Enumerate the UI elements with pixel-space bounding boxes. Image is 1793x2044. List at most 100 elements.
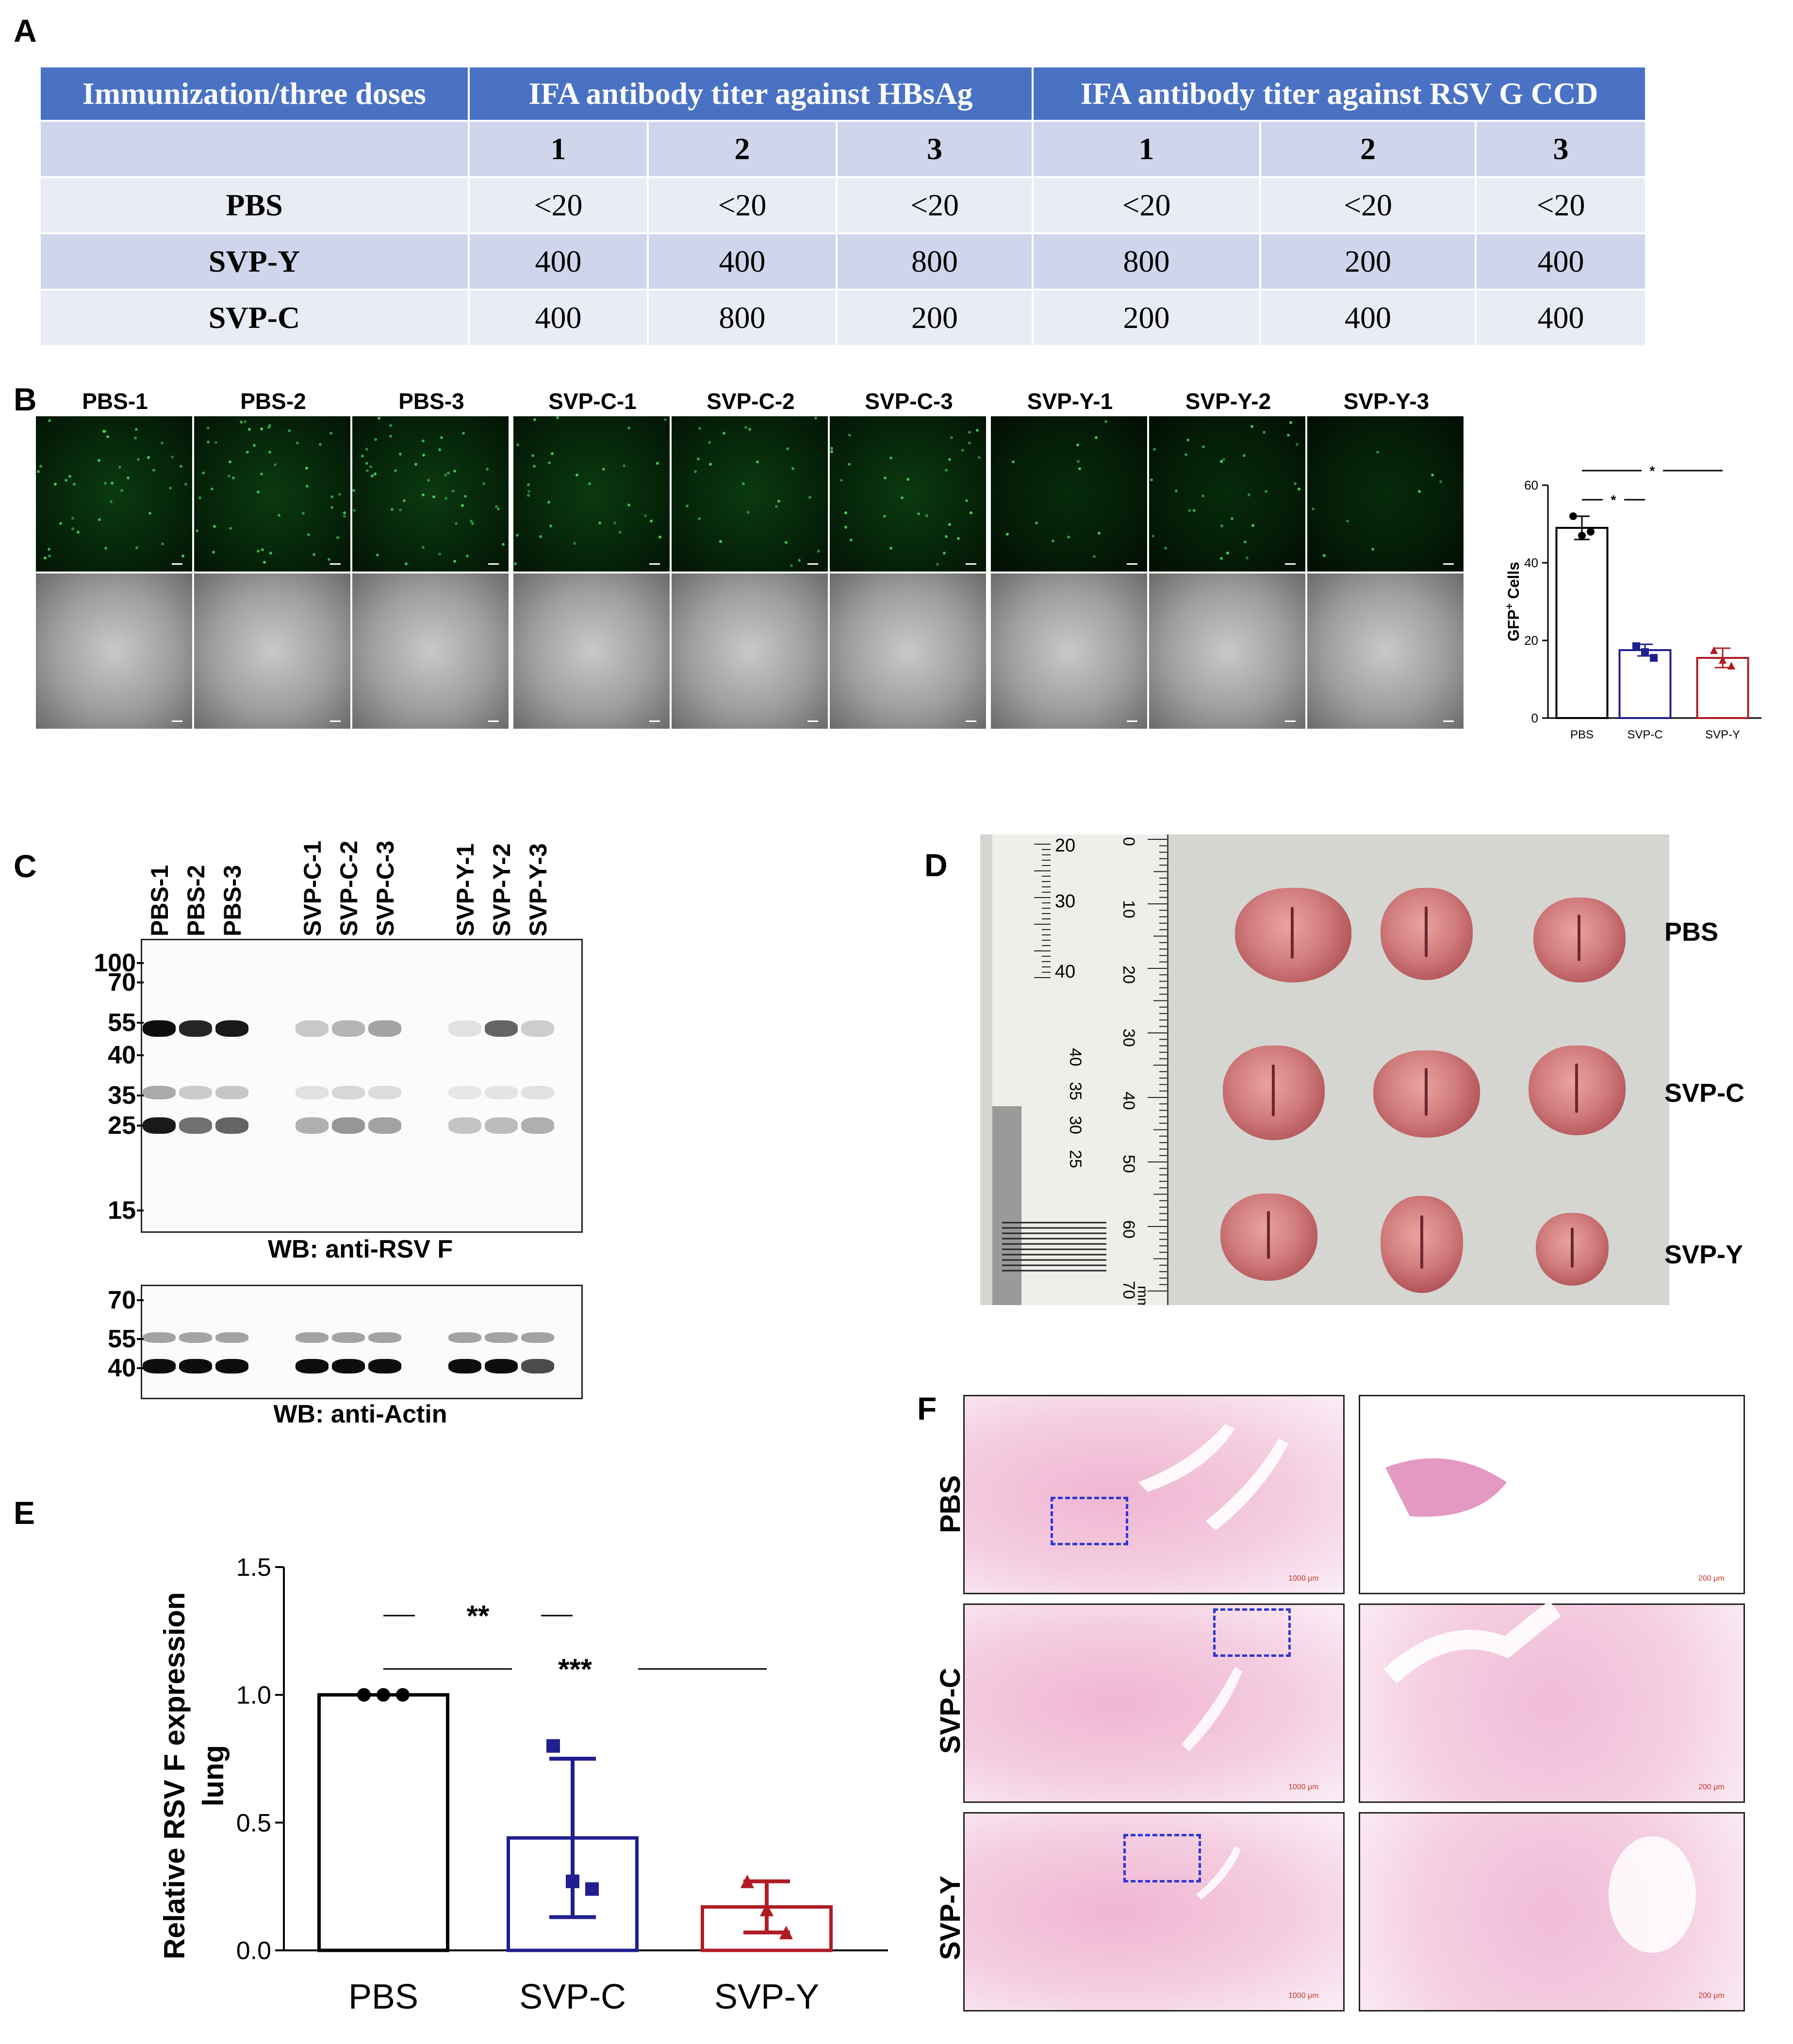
gfp-cell <box>371 474 374 477</box>
gfp-cell <box>1298 488 1300 491</box>
protein-band <box>143 1117 176 1134</box>
data-point <box>377 1688 390 1702</box>
gfp-cell <box>118 466 121 469</box>
protein-band <box>521 1117 554 1134</box>
gfp-cell <box>1188 509 1191 512</box>
micrograph-label: SVP-Y-2 <box>1185 389 1271 414</box>
protein-band <box>368 1117 401 1134</box>
scale-bar <box>966 563 976 565</box>
gfp-cell <box>1104 420 1107 423</box>
gfp-cell <box>110 500 113 503</box>
gfp-cell <box>306 485 309 488</box>
gfp-cell <box>527 483 530 486</box>
gfp-cell <box>71 527 74 530</box>
table-cell: 1 <box>468 120 648 177</box>
gfp-cell <box>148 512 151 515</box>
protein-band <box>332 1359 365 1374</box>
gfp-cell <box>1265 490 1267 493</box>
data-point <box>760 1902 773 1916</box>
gfp-cell <box>1323 554 1326 557</box>
gfp-cell <box>336 536 339 539</box>
gfp-cell <box>844 511 847 514</box>
gfp-cell <box>709 463 712 466</box>
gfp-cell <box>950 436 953 439</box>
brightfield-micrograph <box>830 573 986 729</box>
y-axis-label-part: Cells <box>1505 562 1522 603</box>
fluorescence-micrograph <box>194 416 350 572</box>
gfp-cell <box>883 515 886 518</box>
x-tick-label: PBS <box>348 1978 418 2016</box>
gfp-cell <box>968 431 971 434</box>
gfp-cell <box>104 430 107 433</box>
gfp-cell <box>1289 421 1292 424</box>
gfp-cell <box>68 475 71 478</box>
gfp-cell <box>422 454 425 457</box>
gfp-cell <box>394 469 397 472</box>
significance-label: * <box>1650 463 1655 478</box>
table-cell: 3 <box>836 120 1033 177</box>
y-axis-label: lung <box>197 1745 230 1807</box>
table-cell: <20 <box>1259 176 1476 233</box>
table-row-label: SVP-C <box>39 289 469 345</box>
mw-marker: 35 <box>108 1081 136 1110</box>
gfp-cell <box>686 505 689 507</box>
mw-marker: 100 <box>94 949 136 977</box>
gfp-cell <box>808 496 811 499</box>
protein-band <box>448 1332 481 1343</box>
gfp-cell <box>1371 548 1374 551</box>
gfp-cell <box>573 542 576 545</box>
table-cell: 400 <box>468 289 648 345</box>
y-tick-label: 1.0 <box>236 1682 271 1710</box>
gfp-cell <box>147 456 150 459</box>
gfp-cell <box>748 428 751 431</box>
airway-lumen <box>1196 1846 1241 1899</box>
gfp-cell <box>466 555 469 557</box>
wb-lane-label: SVP-Y-1 <box>452 843 479 936</box>
gfp-cell <box>627 426 630 429</box>
ruler-label: 50 <box>1119 1155 1138 1173</box>
wb-lane-label: SVP-Y-2 <box>488 843 515 936</box>
gfp-cell <box>945 469 948 472</box>
gfp-cell <box>539 535 542 538</box>
ruler-unit: mm <box>1135 1286 1151 1305</box>
protein-band <box>215 1332 248 1343</box>
gfp-cell <box>438 448 441 451</box>
gfp-cell <box>798 559 801 562</box>
lung-specimen <box>1373 1050 1480 1138</box>
lung-fissure <box>1571 1227 1574 1268</box>
scale-bar <box>649 720 660 722</box>
ruler-label: 70 <box>1119 1281 1138 1299</box>
data-point <box>1710 646 1718 654</box>
gfp-cell <box>161 542 164 545</box>
brightfield-micrograph <box>513 573 670 729</box>
brightfield-micrograph <box>194 573 350 729</box>
y-tick-label: 0.0 <box>236 1937 271 1965</box>
gfp-cell <box>1244 540 1247 543</box>
protein-band <box>332 1086 365 1099</box>
protein-band <box>296 1086 329 1099</box>
bar <box>1555 527 1609 719</box>
gfp-cell <box>495 505 498 508</box>
gfp-cell <box>533 465 536 468</box>
table-row-label: SVP-Y <box>39 232 469 290</box>
micrograph-label: SVP-C-2 <box>707 389 795 414</box>
lung-fissure <box>1271 1064 1275 1117</box>
gfp-cell <box>1250 425 1253 428</box>
gfp-cell <box>917 512 920 515</box>
gfp-cell <box>1067 536 1070 539</box>
gfp-cell <box>556 416 559 419</box>
gfp-cell <box>211 488 214 491</box>
panel-d-letter: D <box>924 847 948 883</box>
gfp-cell <box>54 483 57 486</box>
data-point <box>396 1688 410 1702</box>
lung-specimen <box>1235 888 1351 982</box>
gfp-cell <box>925 514 928 517</box>
protein-band <box>332 1020 365 1037</box>
gfp-cell <box>257 491 260 493</box>
lung-fissure <box>1424 1068 1428 1116</box>
lung-specimen <box>1536 1213 1609 1286</box>
gfp-cell <box>1222 458 1225 461</box>
gfp-cell <box>598 522 601 524</box>
gfp-cell <box>102 430 105 433</box>
table-cell: 400 <box>1475 289 1645 345</box>
